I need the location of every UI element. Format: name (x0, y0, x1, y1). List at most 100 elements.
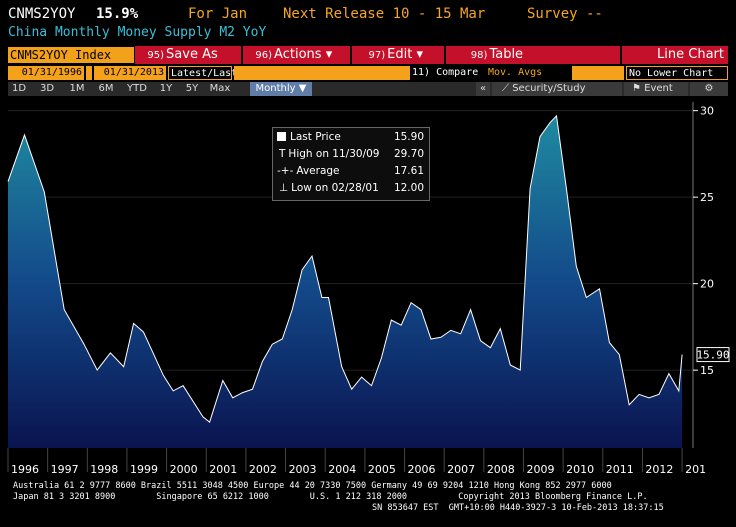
data-point (63, 308, 66, 311)
lower-chart-select[interactable]: No Lower Chart (626, 66, 728, 80)
x-tick-label: 2003 (289, 463, 317, 476)
x-tick-label: 1998 (90, 463, 118, 476)
data-point (618, 353, 621, 356)
edit-button[interactable]: 97) Edit ▾ (352, 46, 444, 64)
ticker-symbol: CNMS2YOY (8, 6, 76, 22)
period-button-6m[interactable]: 6M (92, 82, 120, 96)
data-point (350, 388, 353, 391)
data-point (340, 365, 343, 368)
data-point (182, 384, 185, 387)
event-label: Event (644, 83, 673, 94)
save-as-button[interactable]: 95) Save As (135, 46, 241, 64)
last-swatch-icon (277, 132, 286, 141)
data-point (370, 384, 373, 387)
data-point (231, 396, 234, 399)
data-point (667, 372, 670, 375)
data-point (380, 357, 383, 360)
data-point (548, 121, 551, 124)
high-marker-icon: T (279, 148, 286, 160)
period-button-ytd[interactable]: YTD (122, 82, 152, 96)
data-point (449, 329, 452, 332)
legend-low: ⊥ Low on 02/28/01 (277, 182, 379, 194)
x-tick-label: 2005 (368, 463, 396, 476)
save-as-label: Save As (166, 47, 218, 62)
y-tick-label: 20 (700, 278, 714, 291)
chart-type-button[interactable]: Line Chart (622, 46, 728, 64)
legend-average-label: Average (296, 165, 340, 177)
data-point (291, 308, 294, 311)
compare-button[interactable]: 11) Compare (412, 67, 479, 78)
event-button[interactable]: ⚑ Event (624, 82, 688, 96)
x-tick-label: 2011 (606, 463, 634, 476)
data-point (172, 389, 175, 392)
data-point (390, 319, 393, 322)
gear-icon[interactable]: ⚙ (690, 82, 728, 96)
mov-avgs-button[interactable]: Mov. Avgs (488, 67, 543, 78)
data-point (469, 308, 472, 311)
legend-average-value: 17.61 (393, 165, 424, 177)
x-tick-label: 2008 (487, 463, 515, 476)
edit-dropdown-icon: ▾ (416, 47, 424, 62)
data-point (301, 268, 304, 271)
data-point (142, 331, 145, 334)
mov-avgs-field[interactable] (572, 66, 624, 80)
end-date-input[interactable]: 01/31/2013 (94, 66, 166, 80)
chart-legend[interactable]: Last Price 15.90 T High on 11/30/09 29.70… (272, 127, 430, 201)
data-point (479, 339, 482, 342)
data-point (608, 341, 611, 344)
start-date-input[interactable]: 01/31/1996 (8, 66, 84, 80)
legend-low-label: Low on 02/28/01 (291, 182, 379, 194)
table-button[interactable]: 98) Table (446, 46, 620, 64)
subtitle: China Monthly Money Supply M2 YoY (8, 25, 267, 40)
x-tick-label: 2002 (249, 463, 277, 476)
data-point (519, 369, 522, 372)
index-ticker-field[interactable]: CNMS2YOY Index (8, 47, 134, 63)
x-tick-label: 2001 (209, 463, 237, 476)
legend-high: T High on 11/30/09 (277, 148, 379, 160)
period-label: For Jan (188, 6, 248, 22)
edit-hotkey: 97) (368, 50, 386, 61)
security-study-button[interactable]: ⟋ Security/Study (492, 82, 622, 96)
y-tick-label: 15 (700, 364, 714, 377)
frequency-select[interactable]: Monthly ▼ (250, 82, 312, 96)
range-preset-select[interactable]: Latest/Last (168, 66, 237, 80)
x-tick-label: 2012 (645, 463, 673, 476)
period-button-5y[interactable]: 5Y (180, 82, 204, 96)
footer-contacts-1: Australia 61 2 9777 8600 Brazil 5511 304… (13, 481, 612, 491)
table-hotkey: 98) (470, 50, 488, 61)
x-tick-label: 1999 (130, 463, 158, 476)
period-button-1d[interactable]: 1D (8, 82, 30, 96)
data-point (221, 379, 224, 382)
x-tick-label: 201 (685, 463, 706, 476)
next-release-label: Next Release 10 - 15 Mar (283, 6, 486, 22)
data-point (681, 353, 684, 356)
data-point (499, 327, 502, 330)
period-button-max[interactable]: Max (206, 82, 234, 96)
data-point (638, 393, 641, 396)
save-as-hotkey: 95) (147, 50, 165, 61)
survey-label: Survey -- (527, 6, 603, 22)
x-tick-label: 2006 (408, 463, 436, 476)
data-point (598, 287, 601, 290)
price-line (7, 114, 683, 423)
x-tick-label: 2010 (566, 463, 594, 476)
collapse-arrows-icon[interactable]: « (476, 82, 490, 96)
legend-average: -+- Average (277, 165, 340, 177)
data-point (7, 180, 10, 183)
data-point (109, 351, 112, 354)
actions-dropdown-icon: ▾ (325, 47, 333, 62)
legend-last: Last Price (277, 131, 341, 143)
security-header: CNMS2YOY 15.9% For Jan Next Release 10 -… (0, 6, 736, 26)
period-button-1m[interactable]: 1M (64, 82, 90, 96)
actions-button[interactable]: 96) Actions ▾ (243, 46, 350, 64)
period-button-1y[interactable]: 1Y (154, 82, 178, 96)
data-point (360, 376, 363, 379)
data-point (658, 393, 661, 396)
security-study-label: Security/Study (512, 83, 586, 94)
last-price-marker: 15.90 (696, 347, 730, 363)
data-point (241, 391, 244, 394)
period-button-3d[interactable]: 3D (32, 82, 62, 96)
flag-icon: ⚑ (632, 83, 641, 94)
data-point (43, 191, 46, 194)
data-point (251, 388, 254, 391)
